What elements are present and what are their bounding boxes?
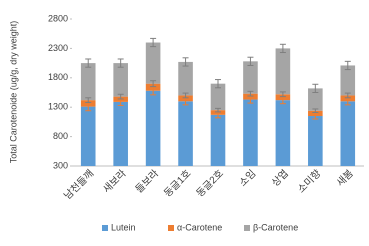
bar-segment [178,61,193,96]
bar-segment [243,61,258,94]
bar-segment [275,48,291,95]
error-bar [279,43,286,54]
x-tick-label: 새봄 [334,168,356,190]
legend-swatch [168,225,174,231]
y-tick-label: 1800 [48,72,68,82]
error-bar [215,79,221,89]
bar-segment [275,100,291,166]
bar-segment [340,65,356,96]
bar-segment [113,101,128,166]
x-tick-label: 소임 [236,167,258,189]
error-bar [215,107,221,113]
x-tick-label: 들보라 [133,168,161,196]
bar-segment [80,63,96,101]
bar-segment [113,63,128,97]
error-bar [279,91,286,98]
error-bar [182,92,189,99]
legend-label: α-Carotene [177,222,222,232]
bar-segment [145,90,161,166]
error-bar [182,57,189,67]
y-tick-label: 2800 [48,13,68,23]
error-bar [247,56,254,66]
error-bar [344,60,351,71]
bar-segment [178,101,193,166]
y-tick-label: 2300 [48,43,68,53]
bar-segment [210,83,226,111]
x-tick-label: 소미향 [295,168,323,196]
legend-label: β-Carotene [253,222,298,232]
bar-segment [243,99,258,166]
error-bar [312,83,319,93]
legend-swatch [244,225,250,231]
x-tick-label: 새보라 [101,168,129,196]
x-tick-label: 동글1호 [162,168,194,200]
bar-segment [210,114,226,166]
y-tick-label: 1300 [48,102,68,112]
legend-swatch [102,225,108,231]
error-bar [247,90,254,97]
error-bar [312,112,319,120]
legend-label: Lutein [111,222,136,232]
error-bar [85,58,92,68]
bar-segment [340,101,356,166]
error-bar [312,108,319,113]
bar-segment [308,88,323,111]
error-bar [117,93,124,100]
x-tick-label: 상엽 [269,168,291,190]
error-bar [150,80,157,88]
y-axis-title: Total Carotenoide (ug/g, dry weight) [8,21,18,164]
error-bar [344,92,351,99]
y-tick-label: 800 [53,131,68,141]
y-tick-label: 300 [53,160,68,170]
x-tick-label: 남천들깨 [62,168,97,203]
bar-segment [145,42,161,84]
bar-segment [80,106,96,166]
error-bar [85,97,92,103]
bar-segment [308,116,323,166]
x-tick-label: 동글2호 [194,168,226,200]
error-bar [150,37,157,48]
error-bar [117,58,124,68]
